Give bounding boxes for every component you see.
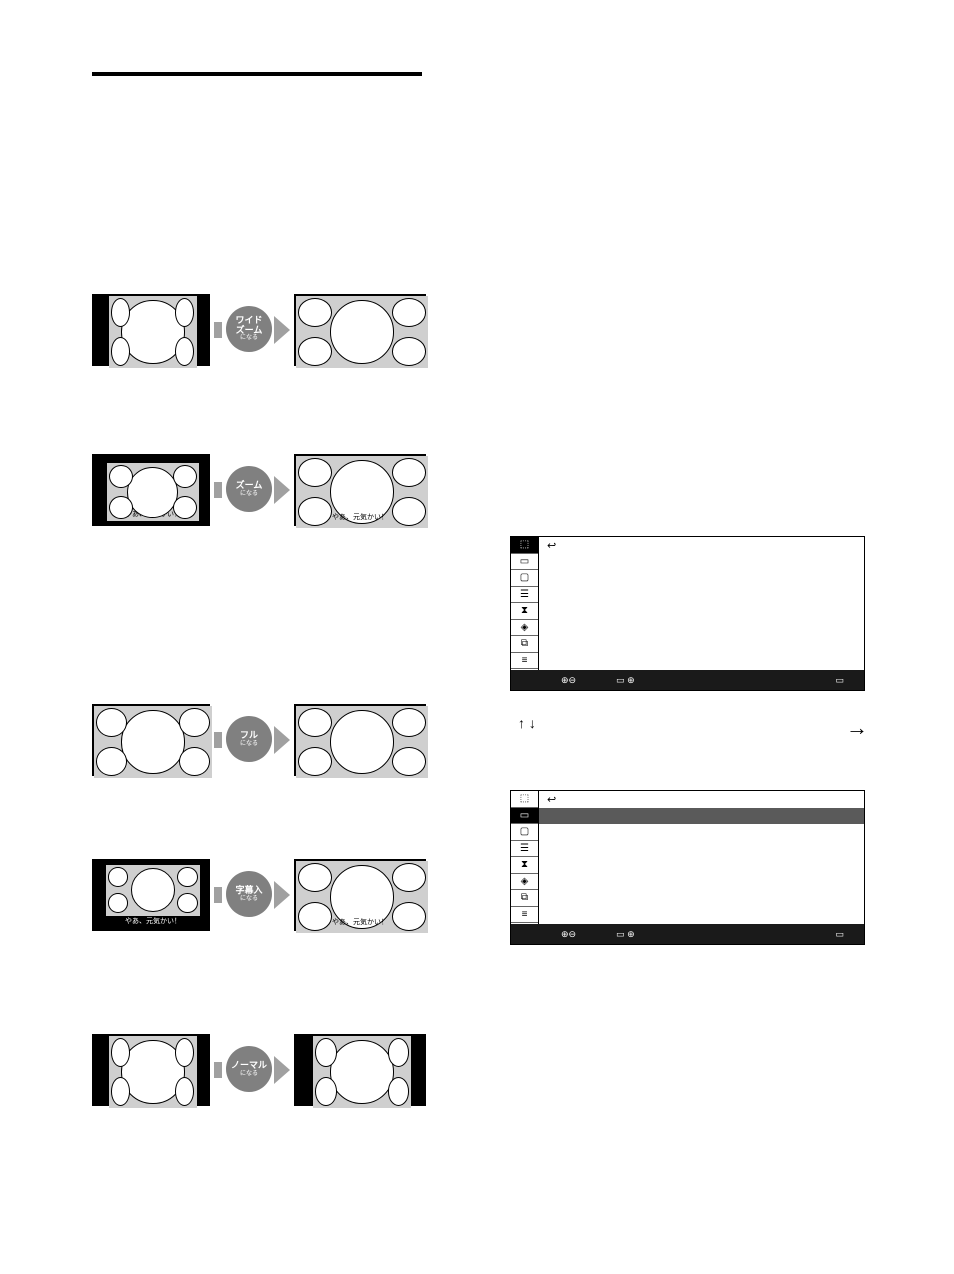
screen-frame: やあ、元気かい！ [294, 454, 426, 526]
nav-arrows-icon: ↑ ↓ [518, 715, 536, 731]
menu-icon: ⧉ [521, 638, 528, 649]
return-icon: ↩ [547, 793, 556, 806]
menu-sidebar-item[interactable]: ◈ [511, 874, 538, 891]
menu-screenshot: ⬚ ▭ ▢ ☰ ⧗ ◈ ⧉ ≡ ↩ ⊕⊖ ▭ ⊕ ▭ [510, 536, 865, 691]
menu-icon: ⬚ [520, 793, 529, 804]
arrow-icon [214, 887, 222, 903]
screen-frame [92, 1034, 210, 1106]
menu-sidebar-item[interactable]: ≡ [511, 653, 538, 670]
arrow-icon [274, 476, 290, 504]
mode-badge: ノーマルになる [226, 1046, 272, 1092]
menu-icon: ⧗ [521, 859, 528, 870]
menu-sidebar-item[interactable]: ▭ [511, 808, 538, 825]
subtitle-text: やあ、元気かい！ [106, 916, 200, 926]
menu-icon: ☰ [520, 589, 529, 600]
menu-icon: ▢ [520, 572, 529, 583]
menu-icon: ≡ [522, 909, 528, 920]
menu-icon: ⬚ [520, 539, 529, 550]
mode-subtitle-in: やあ、元気かい！ 字幕入になるやあ、元気かい！ [92, 855, 432, 935]
menu-icon: ≡ [522, 655, 528, 666]
subtitle-text: やあ、元気かい！ [296, 512, 424, 522]
menu-sidebar: ⬚ ▭ ▢ ☰ ⧗ ◈ ⧉ ≡ [511, 791, 539, 924]
menu-sidebar-item[interactable]: ≡ [511, 907, 538, 924]
menu-body: ↩ [539, 791, 864, 924]
menu-sidebar-item[interactable]: ⧗ [511, 857, 538, 874]
arrow-icon [214, 482, 222, 498]
menu-icon: ☰ [520, 843, 529, 854]
menu-icon: ⧉ [521, 892, 528, 903]
screen-frame [294, 294, 426, 366]
menu-footer: ⊕⊖ ▭ ⊕ ▭ [511, 670, 864, 690]
menu-sidebar-item[interactable]: ▢ [511, 570, 538, 587]
mode-badge: ズームになる [226, 466, 272, 512]
mode-zoom: やあ、元気かい！ズームになるやあ、元気かい！ [92, 450, 432, 530]
screen-frame: やあ、元気かい！ [294, 859, 426, 931]
menu-sidebar-item[interactable]: ⧉ [511, 890, 538, 907]
menu-row[interactable]: ↩ [539, 537, 864, 554]
footer-icon: ▭ ⊕ [616, 929, 635, 940]
caption-line: ↑ ↓ → [518, 715, 868, 741]
arrow-icon [274, 881, 290, 909]
arrow-icon [214, 322, 222, 338]
screen-frame [294, 1034, 426, 1106]
menu-sidebar-item[interactable]: ◈ [511, 620, 538, 637]
screen-frame [92, 294, 210, 366]
menu-icon: ▢ [520, 826, 529, 837]
menu-sidebar-item[interactable]: ⧗ [511, 603, 538, 620]
mode-badge: 字幕入になる [226, 871, 272, 917]
screen-frame [294, 704, 426, 776]
arrow-icon [274, 1056, 290, 1084]
screen-frame: やあ、元気かい！ [92, 859, 210, 931]
menu-footer: ⊕⊖ ▭ ⊕ ▭ [511, 924, 864, 944]
subtitle-text: やあ、元気かい！ [296, 917, 424, 927]
screen-frame [92, 704, 210, 776]
mode-wide-zoom: ワイドズームになる [92, 290, 432, 370]
return-icon: ↩ [547, 539, 556, 552]
menu-icon: ▭ [520, 556, 529, 567]
menu-icon: ⧗ [521, 605, 528, 616]
mode-full: フルになる [92, 700, 432, 780]
arrow-icon [274, 316, 290, 344]
menu-sidebar-item[interactable]: ⬚ [511, 537, 538, 554]
menu-sidebar-item[interactable]: ▢ [511, 824, 538, 841]
arrow-icon [214, 1062, 222, 1078]
menu-sidebar: ⬚ ▭ ▢ ☰ ⧗ ◈ ⧉ ≡ [511, 537, 539, 670]
footer-icon: ▭ [835, 929, 844, 940]
arrow-icon [274, 726, 290, 754]
arrow-icon [214, 732, 222, 748]
mode-badge: ワイドズームになる [226, 306, 272, 352]
footer-icon: ▭ [835, 675, 844, 686]
menu-sidebar-item[interactable]: ▭ [511, 554, 538, 571]
menu-icon: ◈ [521, 876, 529, 887]
footer-icon: ⊕⊖ [561, 929, 576, 940]
continue-arrow-icon: → [846, 715, 868, 741]
menu-row[interactable]: ↩ [539, 791, 864, 808]
footer-icon: ▭ ⊕ [616, 675, 635, 686]
menu-icon: ▭ [520, 810, 529, 821]
header-rule [92, 72, 422, 76]
mode-badge: フルになる [226, 716, 272, 762]
menu-sidebar-item[interactable]: ⬚ [511, 791, 538, 808]
footer-icon: ⊕⊖ [561, 675, 576, 686]
menu-body: ↩ [539, 537, 864, 670]
screen-frame: やあ、元気かい！ [92, 454, 210, 526]
menu-screenshot: ⬚ ▭ ▢ ☰ ⧗ ◈ ⧉ ≡ ↩ ⊕⊖ ▭ ⊕ ▭ [510, 790, 865, 945]
menu-sidebar-item[interactable]: ☰ [511, 841, 538, 858]
menu-row[interactable] [539, 808, 864, 825]
menu-icon: ◈ [521, 622, 529, 633]
mode-normal: ノーマルになる [92, 1030, 432, 1110]
menu-sidebar-item[interactable]: ⧉ [511, 636, 538, 653]
menu-sidebar-item[interactable]: ☰ [511, 587, 538, 604]
